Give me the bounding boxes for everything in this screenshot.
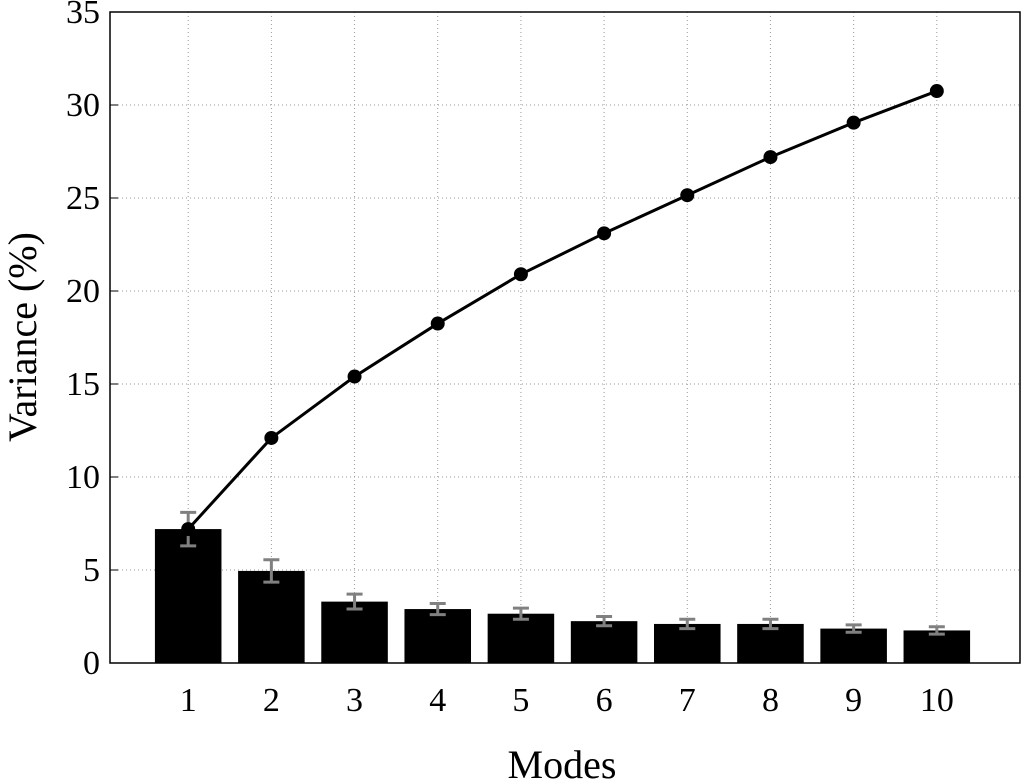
error-bar <box>512 606 529 621</box>
bar <box>487 613 555 663</box>
x-tick-label: 8 <box>762 682 779 719</box>
line <box>187 89 938 531</box>
error-bar <box>928 625 945 636</box>
error-bar <box>429 601 446 617</box>
bar <box>820 628 887 663</box>
y-tick-label: 0 <box>83 645 100 682</box>
line-marker <box>929 84 944 99</box>
line-marker <box>513 267 528 282</box>
y-tick-label: 5 <box>83 552 100 589</box>
x-tick-label: 6 <box>596 682 613 719</box>
x-tick-label: 1 <box>180 682 197 719</box>
error-bar <box>845 623 862 634</box>
error-bar <box>596 615 613 628</box>
x-tick-label: 7 <box>679 682 696 719</box>
plot-area <box>110 12 1020 663</box>
plot-frame <box>109 11 1021 664</box>
bar <box>737 623 804 663</box>
x-axis-label: Modes <box>508 742 617 783</box>
line-marker <box>680 188 695 203</box>
line-marker <box>264 430 279 445</box>
x-tick-label: 9 <box>845 682 862 719</box>
y-tick-label: 35 <box>66 0 100 31</box>
x-tick-label: 3 <box>346 682 363 719</box>
x-tick-label: 4 <box>429 682 446 719</box>
y-tick-label: 15 <box>66 366 100 403</box>
x-tick-label: 5 <box>512 682 529 719</box>
bar <box>404 609 472 663</box>
bar <box>903 630 971 663</box>
bar <box>238 570 305 663</box>
bar <box>654 623 721 663</box>
y-axis-label: Variance (%) <box>0 232 45 442</box>
line-marker <box>597 226 612 241</box>
error-bar <box>762 617 779 631</box>
y-tick-label: 25 <box>66 180 100 217</box>
error-bar <box>346 592 363 611</box>
line-marker <box>430 316 445 331</box>
x-tick-label: 2 <box>263 682 280 719</box>
line-marker <box>846 115 861 130</box>
error-bar <box>263 558 280 584</box>
error-bar <box>679 617 696 631</box>
y-tick-label: 10 <box>66 459 100 496</box>
line-marker <box>347 369 362 384</box>
bar <box>321 601 388 663</box>
bar <box>570 621 638 663</box>
line-marker <box>181 522 196 537</box>
x-tick-label: 10 <box>920 682 954 719</box>
y-tick-label: 20 <box>66 273 100 310</box>
bar <box>154 529 222 663</box>
line-marker <box>763 150 778 165</box>
y-tick-label: 30 <box>66 87 100 124</box>
